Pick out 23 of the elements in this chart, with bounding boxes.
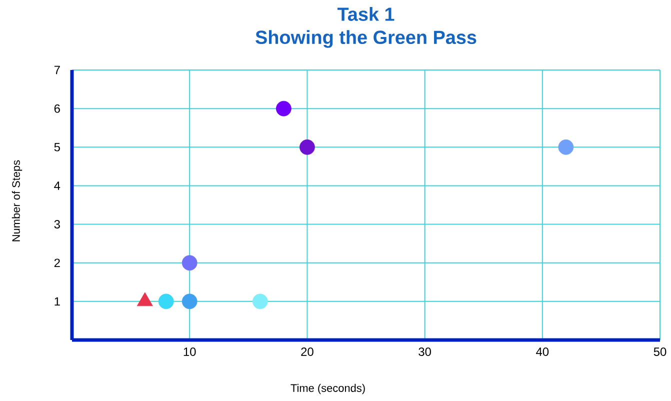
y-tick-label: 3 <box>54 220 60 229</box>
x-tick-label: 10 <box>184 348 196 356</box>
x-tick-label: 40 <box>536 348 549 356</box>
y-axis-title: Number of Steps <box>12 160 22 242</box>
y-tick-label: 7 <box>54 66 60 74</box>
point <box>182 255 198 271</box>
point <box>252 294 268 310</box>
y-tick-label: 4 <box>54 182 60 190</box>
x-axis-title: Time (seconds) <box>290 384 365 394</box>
point <box>158 294 174 310</box>
point <box>276 100 292 116</box>
chart-subtitle: Showing the Green Pass <box>256 30 476 48</box>
y-tick-label: 1 <box>54 297 60 306</box>
x-tick-label: 30 <box>418 348 431 356</box>
y-tick-label: 6 <box>54 104 60 113</box>
chart-title: Task 1 <box>337 7 394 21</box>
point <box>558 139 574 155</box>
y-tick-label: 2 <box>54 258 60 268</box>
x-tick-label: 50 <box>654 348 666 356</box>
point <box>182 294 198 310</box>
x-tick-label: 20 <box>301 348 314 356</box>
point <box>300 139 315 155</box>
y-tick-label: 5 <box>54 142 60 152</box>
